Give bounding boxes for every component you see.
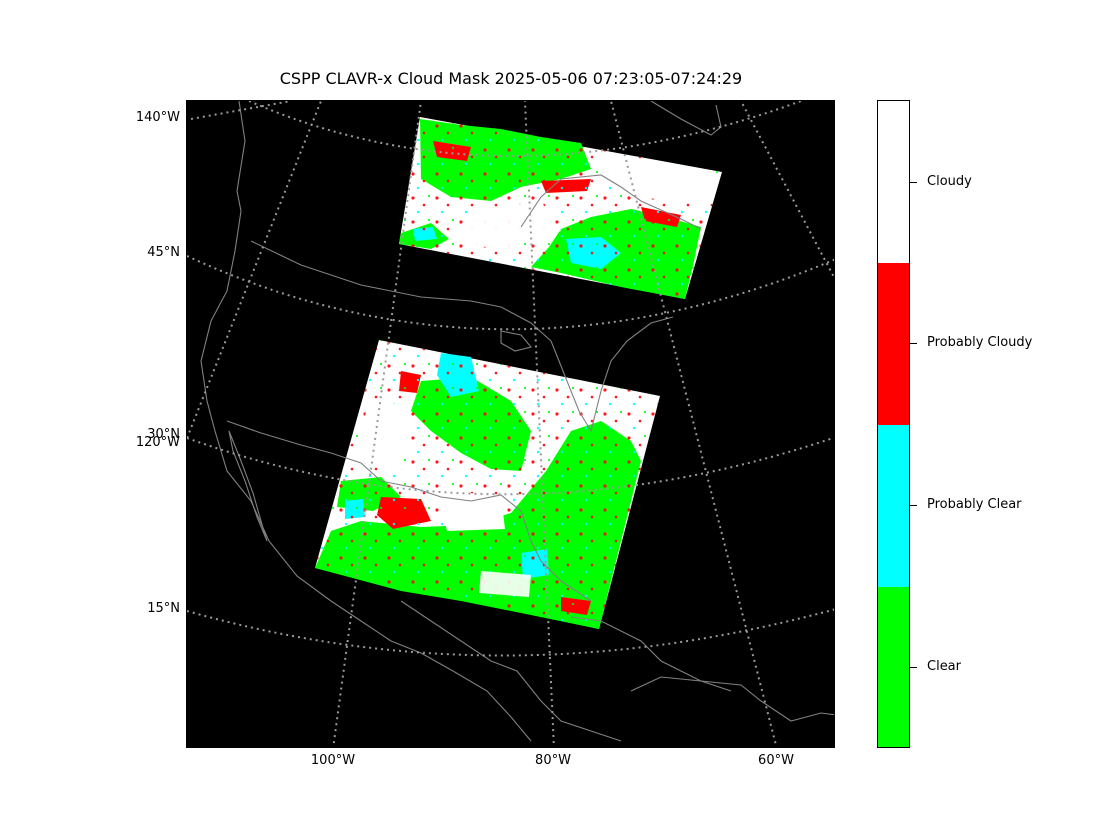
lat-label: 120°W <box>135 435 180 450</box>
lat-label: 45°N <box>147 245 180 260</box>
lat-line-60n <box>248 101 802 157</box>
gulf-coastline <box>380 480 592 602</box>
west-coastline <box>200 101 532 742</box>
hudson-bay-coastline <box>520 174 702 230</box>
lat-label: 140°W <box>135 110 180 125</box>
central-america-coastline <box>400 600 622 742</box>
south-swath-cloud-overlay <box>437 491 505 531</box>
colorbar-tick <box>910 505 917 506</box>
colorbar-probably-clear <box>878 425 909 587</box>
colorbar-label-clear: Clear <box>927 659 961 674</box>
lat-line-30n <box>187 436 834 496</box>
lon-label: 80°W <box>535 753 571 768</box>
north-swath <box>399 117 722 299</box>
south-america-coastline <box>630 676 834 722</box>
colorbar-cloudy <box>878 101 909 263</box>
us-mexico-border <box>226 420 382 482</box>
coastlines <box>200 101 834 742</box>
lon-line-100w <box>332 101 422 747</box>
colorbar-probably-cloudy <box>878 263 909 425</box>
north-swath-texture <box>399 117 722 299</box>
lon-label: 60°W <box>758 753 794 768</box>
south-swath <box>315 340 660 629</box>
colorbar-clear <box>878 587 909 747</box>
lat-label: 30°N <box>147 427 180 442</box>
colorbar-label-cloudy: Cloudy <box>927 174 972 189</box>
east-coastline <box>550 316 674 433</box>
greenland-coastline <box>650 101 722 136</box>
lon-line-140w <box>190 101 292 120</box>
lon-label: 100°W <box>310 753 356 768</box>
lon-line-80w <box>524 101 555 747</box>
colorbar-tick <box>910 343 917 344</box>
map-title: CSPP CLAVR-x Cloud Mask 2025-05-06 07:23… <box>279 69 743 88</box>
great-lakes <box>500 330 532 352</box>
map-panel[interactable] <box>186 100 835 748</box>
south-swath-cloud-overlay <box>353 401 411 471</box>
lon-line-120w <box>187 101 322 439</box>
canada-us-border <box>250 240 552 342</box>
lat-label: 15°N <box>147 601 180 616</box>
lat-line-45n <box>187 255 834 331</box>
colorbar-tick <box>910 182 917 183</box>
baja-coastline <box>228 430 268 542</box>
colorbar-tick <box>910 667 917 668</box>
north-swath-cloud-overlay <box>601 151 716 206</box>
lon-line-40w <box>740 101 834 280</box>
colorbar <box>877 100 910 748</box>
north-swath-cloud-overlay <box>461 201 561 251</box>
caribbean-islands <box>570 616 732 692</box>
south-swath-cloud-overlay <box>479 571 531 597</box>
lat-line-15n <box>187 608 834 657</box>
colorbar-label-probably-clear: Probably Clear <box>927 497 1022 512</box>
colorbar-label-probably-cloudy: Probably Cloudy <box>927 335 1033 350</box>
graticule <box>187 101 834 747</box>
map-canvas <box>187 101 834 747</box>
